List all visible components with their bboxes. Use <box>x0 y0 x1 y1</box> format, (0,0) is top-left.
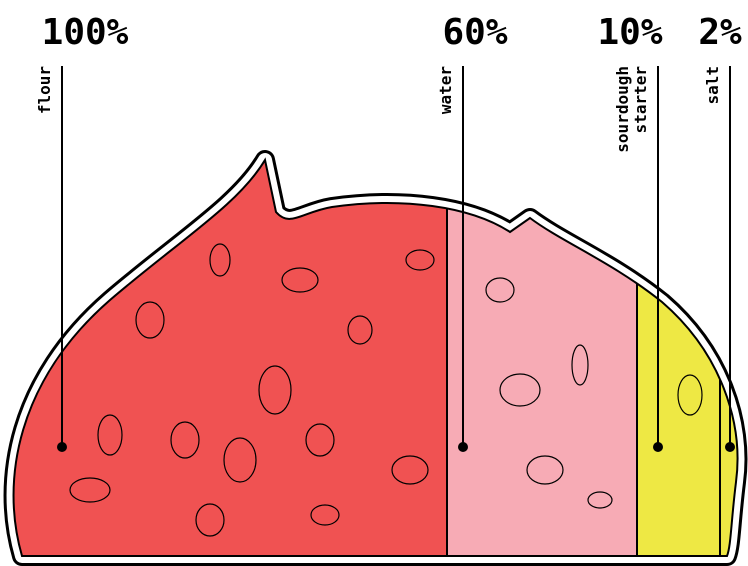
pointer-dot <box>458 442 468 452</box>
percent-label: 10% <box>597 12 662 53</box>
ingredient-label: flour <box>35 66 54 114</box>
labels: 100% flour 60% water 10% sourdough starter 2% sa… <box>35 12 742 452</box>
percent-label: 60% <box>442 12 507 53</box>
pointer-dot <box>725 442 735 452</box>
ingredient-label: salt <box>703 66 722 105</box>
percent-label: 100% <box>42 12 129 53</box>
crumb-holes <box>69 243 703 537</box>
loaf-outline <box>12 157 739 557</box>
pointer-dot <box>653 442 663 452</box>
ingredient-label: starter <box>631 66 650 133</box>
ingredient-label: sourdough <box>613 66 632 153</box>
section <box>13 160 447 556</box>
percent-label: 2% <box>698 12 742 53</box>
pointer-dot <box>57 442 67 452</box>
section <box>447 160 637 556</box>
ingredient-label: water <box>436 66 455 114</box>
